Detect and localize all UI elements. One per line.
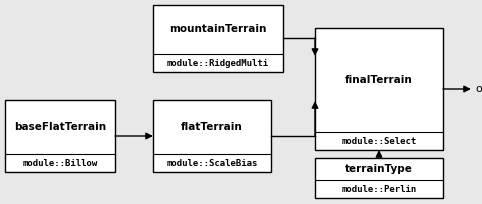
Bar [153,100,271,172]
Text: module::ScaleBias: module::ScaleBias [166,159,258,167]
Text: mountainTerrain: mountainTerrain [169,24,267,34]
Bar [315,28,443,150]
Bar [315,158,443,198]
Text: output: output [475,84,482,94]
Text: terrainType: terrainType [345,164,413,174]
Text: flatTerrain: flatTerrain [181,122,243,132]
Text: module::RidgedMulti: module::RidgedMulti [167,59,269,68]
Text: module::Billow: module::Billow [22,159,98,167]
Text: finalTerrain: finalTerrain [345,75,413,85]
Bar [5,100,115,172]
Text: module::Select: module::Select [341,136,416,145]
Text: baseFlatTerrain: baseFlatTerrain [14,122,106,132]
Text: module::Perlin: module::Perlin [341,184,416,194]
Bar [153,5,283,72]
